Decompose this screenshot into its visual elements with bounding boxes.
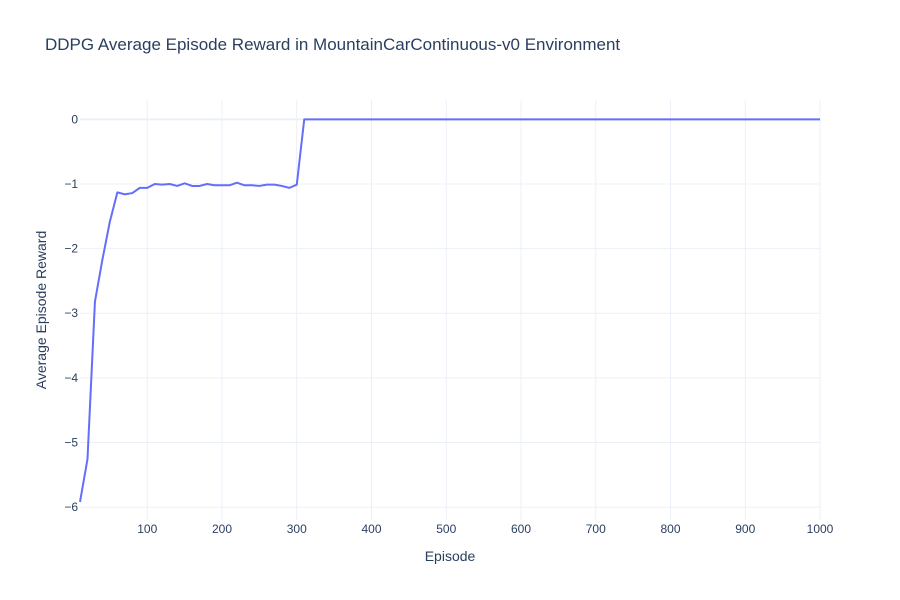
y-tick-label: −3: [64, 306, 78, 320]
grid: [80, 100, 821, 520]
y-tick-label: −6: [64, 500, 78, 514]
x-tick-label: 300: [287, 522, 307, 536]
x-tick-label: 1000: [807, 522, 834, 536]
series-line: [79, 118, 820, 503]
y-tick-label: −4: [64, 371, 78, 385]
x-tick-label: 600: [511, 522, 531, 536]
y-tick-label: −1: [64, 177, 78, 191]
x-tick-label: 400: [361, 522, 381, 536]
x-tick-label: 200: [212, 522, 232, 536]
plot-area: [79, 118, 820, 503]
chart-title: DDPG Average Episode Reward in MountainC…: [45, 35, 620, 54]
x-tick-label: 700: [586, 522, 606, 536]
x-tick-label: 800: [660, 522, 680, 536]
x-axis-title: Episode: [425, 548, 476, 564]
x-axis-ticks: 100 200 300 400 500 600 700 800 900 1000: [137, 522, 833, 536]
y-tick-label: −5: [64, 435, 78, 449]
x-tick-label: 100: [137, 522, 157, 536]
y-axis-title: Average Episode Reward: [33, 231, 49, 390]
y-tick-label: 0: [71, 112, 78, 126]
y-tick-label: −2: [64, 242, 78, 256]
x-tick-label: 500: [436, 522, 456, 536]
y-axis-ticks: 0 −1 −2 −3 −4 −5 −6: [64, 112, 78, 514]
x-tick-label: 900: [735, 522, 755, 536]
